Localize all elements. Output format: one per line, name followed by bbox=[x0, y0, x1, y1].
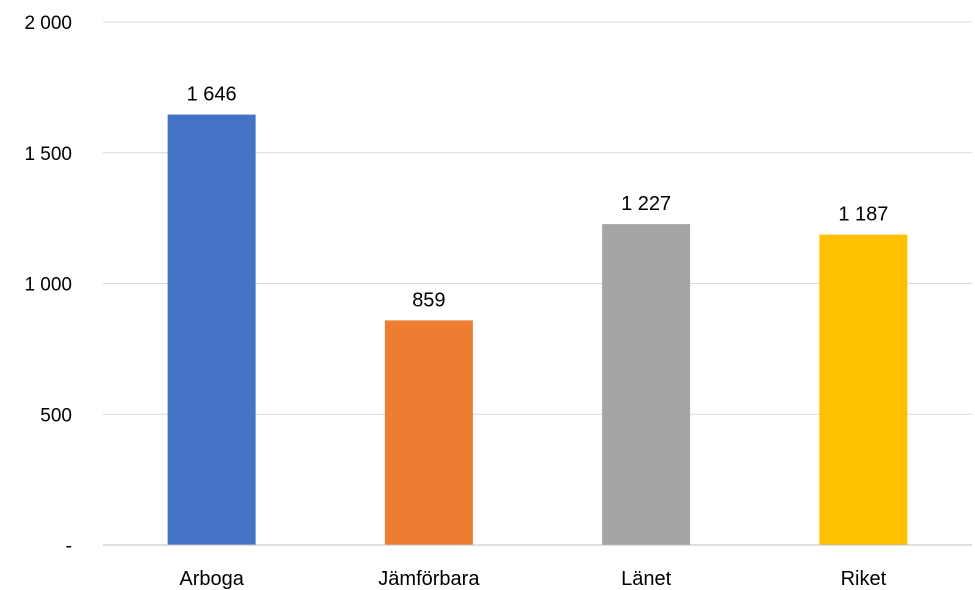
bar bbox=[819, 234, 908, 546]
data-label: 1 646 bbox=[187, 84, 237, 106]
y-tick-label: 500 bbox=[40, 405, 72, 426]
x-category-label: Riket bbox=[841, 568, 887, 590]
y-tick-label: 2 000 bbox=[24, 13, 72, 34]
data-label: 859 bbox=[412, 289, 445, 311]
x-category-label: Länet bbox=[621, 568, 671, 590]
data-label: 1 227 bbox=[621, 193, 671, 215]
y-tick-label: 1 500 bbox=[24, 144, 72, 165]
bar bbox=[167, 114, 256, 546]
data-label: 1 187 bbox=[838, 204, 888, 226]
x-category-label: Jämförbara bbox=[378, 568, 480, 590]
x-axis-category-labels: Arboga Jämförbara Länet Riket bbox=[179, 568, 886, 590]
bar bbox=[602, 224, 691, 545]
x-category-label: Arboga bbox=[179, 568, 244, 590]
y-tick-label: 1 000 bbox=[24, 275, 72, 296]
bars bbox=[167, 114, 908, 546]
data-labels: 1 646 859 1 227 1 187 bbox=[187, 84, 889, 312]
bar bbox=[384, 320, 473, 545]
y-tick-label: - bbox=[66, 536, 72, 557]
y-axis-tick-labels: - 500 1 000 1 500 2 000 bbox=[24, 13, 72, 557]
